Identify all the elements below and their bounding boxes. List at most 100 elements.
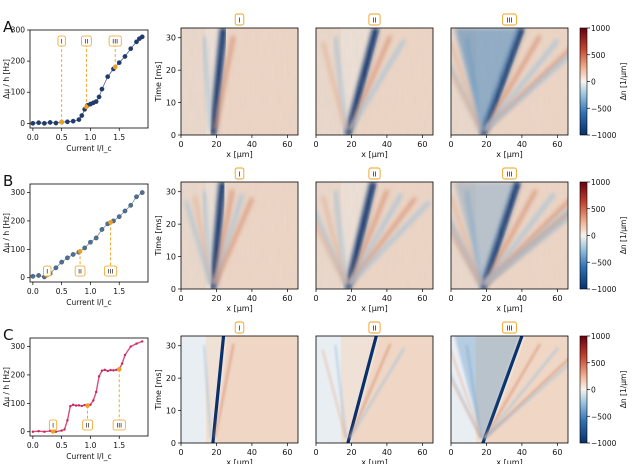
- data-point: [97, 375, 101, 378]
- data-point: [112, 369, 115, 372]
- y-tick-label: 10: [166, 99, 176, 108]
- y-tick-label: 200: [11, 370, 26, 379]
- roman-label: I: [238, 17, 240, 25]
- colorbar-gradient: [579, 181, 588, 290]
- kymograph-image: [451, 28, 568, 135]
- kymograph-3-1: 0 20 40 60 x [μm] 0 10 20 30 Time [ms] I: [154, 321, 299, 464]
- data-point: [99, 86, 105, 92]
- data-point: [94, 390, 98, 394]
- roman-badge: [234, 321, 245, 334]
- data-point: [77, 404, 81, 407]
- panel-letter: B: [3, 172, 13, 190]
- marker-point: [112, 64, 118, 70]
- data-point: [42, 120, 47, 126]
- roman-label: III: [506, 171, 512, 179]
- y-tick-label: 0: [20, 119, 25, 128]
- data-point: [71, 403, 75, 406]
- data-point: [122, 54, 128, 59]
- marker-label: I: [52, 422, 54, 430]
- marker-label: I: [46, 268, 48, 276]
- roman-badge: [234, 13, 245, 26]
- roman-label: III: [506, 17, 512, 25]
- data-point: [82, 245, 88, 251]
- data-point: [109, 368, 112, 372]
- data-point: [43, 430, 46, 433]
- colorbar-label: Δn [1/μm]: [619, 371, 628, 409]
- data-point: [36, 120, 41, 126]
- x-tick-label: 0.5: [56, 287, 68, 296]
- x-axis-label: x [μm]: [496, 304, 522, 313]
- data-point: [135, 342, 138, 345]
- x-tick-label: 60: [282, 140, 292, 149]
- colorbar: 1000 500 0 −500 −1000 Δn [1/μm]: [579, 24, 628, 140]
- colorbar-tick-label: 500: [591, 359, 606, 368]
- x-tick-label: 1.5: [113, 133, 125, 142]
- data-point: [103, 368, 107, 372]
- x-axis-label: x [μm]: [496, 150, 522, 159]
- x-tick-label: 40: [382, 294, 392, 303]
- marker-point: [84, 104, 89, 110]
- roman-label: II: [372, 17, 376, 25]
- marker-badge: [104, 265, 118, 277]
- roman-label: III: [506, 325, 512, 333]
- series-line: [32, 192, 143, 278]
- noise-texture: [451, 182, 568, 289]
- colorbar-tick-label: 0: [591, 232, 596, 241]
- y-tick-label: 30: [166, 342, 176, 351]
- x-tick-label: 60: [417, 140, 427, 149]
- kymograph-image: [181, 28, 298, 135]
- y-tick-label: 0: [171, 439, 176, 448]
- roman-badge: [502, 321, 517, 334]
- data-point: [65, 119, 70, 125]
- marker-point: [85, 403, 90, 408]
- plot-frame: [29, 337, 149, 437]
- roman-badge: [368, 13, 381, 26]
- x-tick-label: 40: [382, 448, 392, 457]
- x-tick-label: 0.0: [27, 441, 39, 450]
- row-B: 0 20 40 60 x [μm] 0 10 20 30 Time [ms] I 0 20 40 60 x […: [154, 167, 628, 313]
- colorbar-label: Δn [1/μm]: [619, 63, 628, 101]
- colorbar: 1000 500 0 −500 −1000 Δn [1/μm]: [579, 332, 628, 448]
- marker-badge: [43, 265, 52, 277]
- data-point: [129, 345, 132, 348]
- y-axis-label: Time [ms]: [154, 61, 163, 102]
- x-tick-label: 40: [517, 448, 527, 457]
- sound-wave: [484, 363, 568, 439]
- sound-wave: [203, 344, 212, 439]
- kymograph-frame: [450, 335, 569, 444]
- data-point: [30, 120, 36, 126]
- kymograph-2-1: 0 20 40 60 x [μm] 0 10 20 30 Time [ms] I: [154, 167, 299, 313]
- noise-texture: [451, 28, 568, 135]
- kymograph-frame: [315, 181, 434, 290]
- main-soliton: [481, 336, 524, 443]
- x-axis-label: x [μm]: [226, 304, 252, 313]
- roman-label: I: [238, 325, 240, 333]
- y-tick-label: 300: [11, 188, 26, 197]
- data-point: [116, 214, 122, 220]
- x-tick-label: 40: [382, 140, 392, 149]
- data-point: [99, 227, 105, 232]
- x-tick-label: 60: [282, 294, 292, 303]
- sound-wave: [451, 349, 482, 439]
- y-tick-label: 100: [11, 399, 26, 408]
- x-tick-label: 20: [481, 294, 491, 303]
- kymograph-image: [181, 336, 298, 443]
- marker-badge: [48, 419, 58, 431]
- x-tick-label: 1.0: [84, 441, 96, 450]
- noise-texture: [316, 182, 433, 289]
- marker-badge: [81, 35, 92, 47]
- noise-texture: [181, 28, 298, 135]
- y-tick-label: 100: [11, 88, 26, 97]
- line-plot-B: B 0.0 0.5 1.0 1.5 0 100 200 300 Current I/I_c Δμ /…: [2, 172, 149, 307]
- y-tick-label: 0: [171, 285, 176, 294]
- kymograph-3-2: 0 20 40 60 x [μm] II: [313, 321, 434, 464]
- x-tick-label: 40: [247, 294, 257, 303]
- roman-label: II: [372, 325, 376, 333]
- x-axis-label: Current I/I_c: [66, 298, 111, 307]
- x-tick-label: 0: [313, 140, 318, 149]
- colorbar-tick-label: 0: [591, 386, 596, 395]
- colorbar-gradient: [579, 335, 588, 444]
- colorbar-tick-label: 500: [591, 205, 606, 214]
- data-point: [70, 118, 76, 124]
- data-point: [134, 194, 139, 200]
